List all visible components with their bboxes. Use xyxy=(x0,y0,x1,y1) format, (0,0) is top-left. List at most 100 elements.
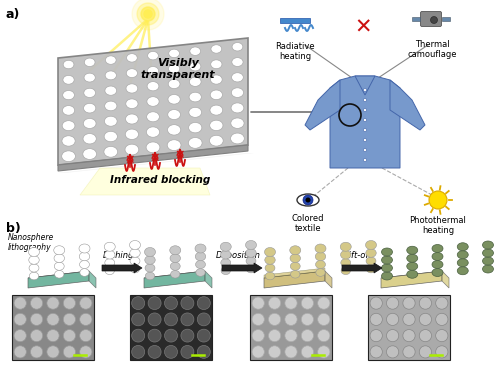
Ellipse shape xyxy=(268,313,280,326)
Ellipse shape xyxy=(79,244,90,253)
Ellipse shape xyxy=(246,265,256,273)
Ellipse shape xyxy=(148,329,161,342)
Bar xyxy=(412,17,420,21)
Ellipse shape xyxy=(436,313,448,326)
Ellipse shape xyxy=(302,297,314,309)
Ellipse shape xyxy=(420,313,432,326)
Circle shape xyxy=(141,7,155,21)
Ellipse shape xyxy=(132,346,144,358)
Circle shape xyxy=(364,108,366,111)
Ellipse shape xyxy=(231,103,244,113)
Ellipse shape xyxy=(407,254,418,262)
Ellipse shape xyxy=(54,246,65,255)
Polygon shape xyxy=(28,271,89,288)
Ellipse shape xyxy=(14,313,26,326)
Ellipse shape xyxy=(47,313,59,326)
Ellipse shape xyxy=(130,257,140,265)
Ellipse shape xyxy=(126,114,138,124)
Ellipse shape xyxy=(126,69,138,78)
Ellipse shape xyxy=(341,259,350,267)
Ellipse shape xyxy=(196,260,205,269)
Polygon shape xyxy=(305,80,340,130)
Ellipse shape xyxy=(170,262,180,270)
Ellipse shape xyxy=(170,246,181,255)
Text: Etching: Etching xyxy=(102,251,134,260)
Ellipse shape xyxy=(210,75,222,84)
Ellipse shape xyxy=(366,257,376,265)
Ellipse shape xyxy=(211,45,222,53)
Ellipse shape xyxy=(170,270,180,278)
Ellipse shape xyxy=(164,346,177,358)
Ellipse shape xyxy=(232,58,243,67)
Ellipse shape xyxy=(366,240,376,249)
Text: Photothermal
heating: Photothermal heating xyxy=(410,216,467,235)
Ellipse shape xyxy=(126,129,138,139)
Polygon shape xyxy=(325,271,332,288)
Ellipse shape xyxy=(252,346,264,358)
Ellipse shape xyxy=(148,313,161,326)
FancyArrow shape xyxy=(342,263,382,273)
Ellipse shape xyxy=(457,243,468,251)
Ellipse shape xyxy=(84,103,96,113)
Ellipse shape xyxy=(341,267,350,275)
Circle shape xyxy=(364,148,366,151)
Ellipse shape xyxy=(63,60,74,69)
Ellipse shape xyxy=(198,297,210,310)
Text: Visibly
transparent: Visibly transparent xyxy=(140,58,216,80)
Polygon shape xyxy=(80,168,210,195)
Ellipse shape xyxy=(285,313,297,326)
Ellipse shape xyxy=(147,82,159,91)
Ellipse shape xyxy=(164,313,177,326)
Ellipse shape xyxy=(54,270,64,278)
Ellipse shape xyxy=(318,297,330,309)
Ellipse shape xyxy=(130,265,140,273)
Ellipse shape xyxy=(30,313,42,326)
Text: ✕: ✕ xyxy=(175,148,185,161)
Ellipse shape xyxy=(318,346,330,358)
Ellipse shape xyxy=(47,330,59,342)
Ellipse shape xyxy=(382,256,392,264)
Ellipse shape xyxy=(482,249,494,257)
Ellipse shape xyxy=(407,270,418,278)
Ellipse shape xyxy=(210,120,223,131)
Ellipse shape xyxy=(80,346,92,358)
Ellipse shape xyxy=(210,90,222,100)
Ellipse shape xyxy=(232,43,243,51)
Ellipse shape xyxy=(30,297,42,309)
Ellipse shape xyxy=(198,329,210,342)
Ellipse shape xyxy=(170,254,180,263)
Ellipse shape xyxy=(145,264,155,272)
Ellipse shape xyxy=(290,270,300,278)
Ellipse shape xyxy=(130,240,140,249)
Ellipse shape xyxy=(366,265,376,273)
Ellipse shape xyxy=(366,249,376,257)
Text: Colored
textile: Colored textile xyxy=(292,214,324,233)
Ellipse shape xyxy=(230,133,244,144)
Ellipse shape xyxy=(145,256,155,264)
Bar xyxy=(280,18,310,23)
Ellipse shape xyxy=(54,262,64,270)
Ellipse shape xyxy=(316,252,326,261)
Ellipse shape xyxy=(144,248,156,256)
Ellipse shape xyxy=(14,330,26,342)
Ellipse shape xyxy=(403,346,415,358)
Ellipse shape xyxy=(146,142,160,153)
Ellipse shape xyxy=(168,80,180,88)
Ellipse shape xyxy=(265,256,275,264)
Ellipse shape xyxy=(164,329,177,342)
Ellipse shape xyxy=(370,313,382,326)
Ellipse shape xyxy=(80,297,92,309)
Text: Deposition: Deposition xyxy=(216,251,260,260)
Ellipse shape xyxy=(105,86,117,95)
Circle shape xyxy=(364,88,366,91)
Ellipse shape xyxy=(148,346,161,358)
Ellipse shape xyxy=(104,147,118,157)
Ellipse shape xyxy=(84,118,96,128)
Ellipse shape xyxy=(285,297,297,309)
Ellipse shape xyxy=(188,122,202,133)
Ellipse shape xyxy=(28,248,40,256)
Ellipse shape xyxy=(167,140,181,151)
Ellipse shape xyxy=(252,330,264,342)
Text: Infrared blocking: Infrared blocking xyxy=(110,175,210,185)
FancyArrow shape xyxy=(102,263,142,273)
